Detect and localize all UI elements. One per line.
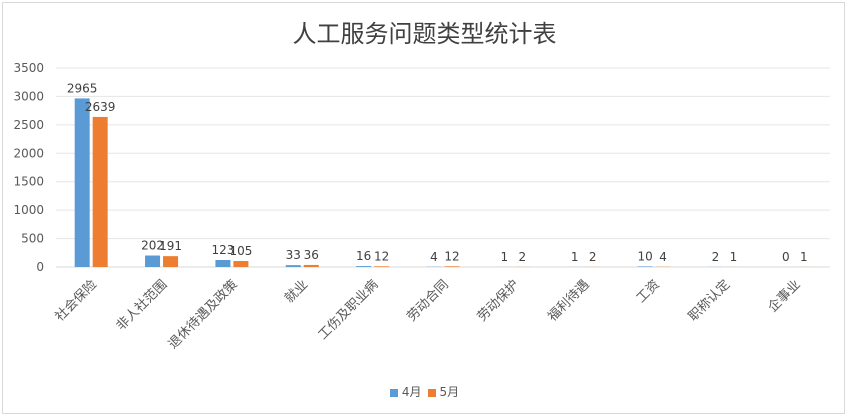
bar-series2: [92, 116, 108, 267]
y-tick-label: 2500: [13, 118, 44, 132]
x-tick-label: 就业: [282, 277, 311, 306]
data-label: 12: [374, 249, 389, 263]
x-tick-label: 工资: [634, 277, 663, 306]
chart-title: 人工服务问题类型统计表: [292, 20, 557, 48]
x-tick-label: 工伤及职业病: [316, 277, 382, 343]
data-label: 123: [211, 243, 234, 257]
x-tick-label: 非人社范围: [113, 277, 170, 334]
data-label: 2: [712, 250, 720, 264]
legend-swatch: [427, 388, 436, 397]
legend-item: 4月: [389, 383, 422, 400]
y-tick-label: 500: [21, 232, 44, 246]
data-label: 105: [229, 244, 252, 258]
data-label: 12: [444, 249, 459, 263]
legend: 4月 5月: [0, 383, 849, 400]
y-tick-label: 0: [36, 260, 44, 274]
x-tick-label: 劳动保护: [474, 277, 522, 325]
bar-series2: [303, 264, 319, 267]
data-label: 36: [304, 248, 319, 262]
data-label: 1: [571, 250, 579, 264]
data-label: 2965: [67, 81, 98, 95]
data-label: 33: [286, 248, 301, 262]
bar-series1: [74, 98, 90, 267]
x-tick-label: 社会保险: [52, 277, 100, 325]
data-label: 16: [356, 249, 371, 263]
data-label: 1: [730, 250, 738, 264]
data-label: 202: [141, 239, 164, 253]
y-tick-label: 3000: [13, 89, 44, 103]
x-tick-label: 职称认定: [686, 277, 733, 324]
y-tick-label: 2000: [13, 146, 44, 160]
data-label: 1: [501, 250, 509, 264]
bar-series2: [374, 266, 390, 267]
bar-series1: [145, 255, 161, 267]
bar-series2: [163, 256, 179, 267]
x-tick-label: 退休待遇及政策: [165, 277, 241, 353]
bar-series2: [233, 261, 249, 267]
x-tick-label: 企事业: [765, 277, 804, 316]
bars: [74, 98, 812, 267]
data-label: 191: [159, 239, 182, 253]
data-label: 4: [659, 250, 667, 264]
legend-label: 5月: [439, 385, 460, 399]
y-tick-label: 1000: [13, 203, 44, 217]
y-axis-ticks: 0 500 1000 1500 2000 2500 3000 3500: [13, 61, 44, 274]
legend-label: 4月: [401, 385, 422, 399]
legend-swatch: [389, 388, 398, 397]
x-tick-label: 劳动合同: [404, 277, 452, 325]
data-label: 2: [519, 250, 527, 264]
data-label: 4: [430, 250, 438, 264]
data-label: 0: [782, 250, 790, 264]
x-tick-label: 福利待遇: [545, 277, 592, 324]
data-label: 10: [637, 249, 652, 263]
gridlines: [56, 67, 830, 268]
bar-series1: [215, 260, 231, 267]
bar-series2: [444, 266, 460, 267]
data-label: 2: [589, 250, 597, 264]
bar-series1: [285, 265, 301, 267]
bar-series1: [356, 266, 372, 267]
y-tick-label: 1500: [13, 175, 44, 189]
bar-series1: [637, 266, 653, 267]
data-label: 2639: [85, 100, 116, 114]
y-tick-label: 3500: [13, 61, 44, 75]
chart-frame: [2, 2, 845, 414]
data-label: 1: [800, 250, 808, 264]
legend-item: 5月: [427, 383, 460, 400]
